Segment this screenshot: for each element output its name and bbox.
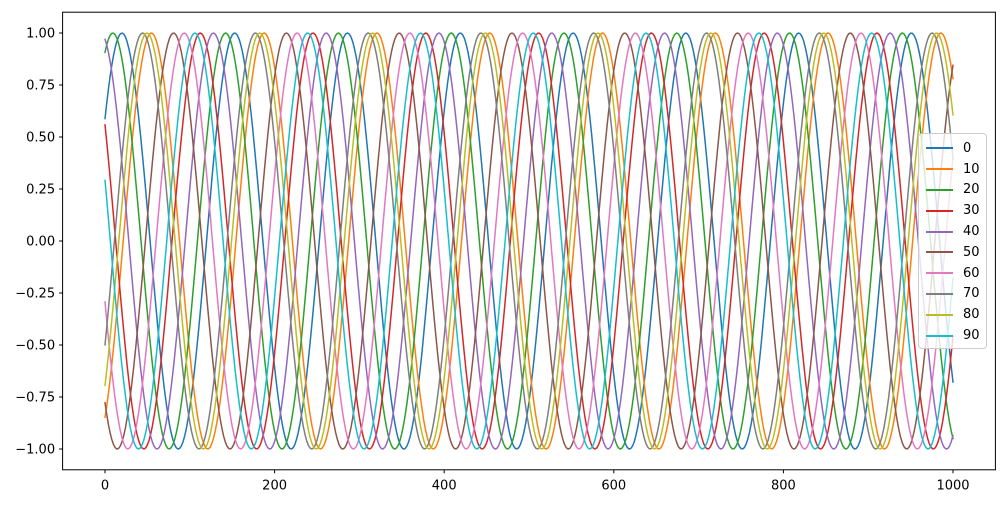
legend: 0 10 20 30 40 50 60 70 (918, 133, 987, 349)
legend-entry: 40 (919, 221, 986, 242)
legend-line-swatch (926, 272, 953, 275)
legend-line-swatch (926, 334, 953, 337)
legend-line-swatch (926, 188, 953, 191)
legend-line-swatch (926, 230, 953, 233)
x-tick-label: 400 (432, 478, 457, 493)
series-line-90 (104, 32, 954, 450)
x-tick-label: 200 (262, 478, 287, 493)
legend-entry-label: 60 (963, 265, 980, 281)
legend-entry: 70 (919, 284, 986, 305)
legend-entry-label: 0 (963, 140, 972, 156)
legend-entry: 20 (919, 180, 986, 201)
legend-entry-label: 20 (963, 182, 980, 198)
legend-line-swatch (926, 313, 953, 316)
series-line-30 (104, 32, 954, 450)
legend-line-swatch (926, 292, 953, 295)
x-tick-label: 1000 (936, 478, 969, 493)
series-line-80 (104, 32, 954, 450)
legend-line-swatch (926, 168, 953, 171)
legend-entry-label: 30 (963, 203, 980, 219)
series-line-10 (104, 32, 954, 450)
series-line-50 (104, 32, 954, 450)
x-tick-label: 800 (771, 478, 796, 493)
legend-entry: 10 (919, 159, 986, 180)
y-tick-label: 0.75 (26, 79, 55, 94)
y-tick-label: 0.25 (26, 183, 55, 198)
y-tick-label: −0.25 (15, 287, 55, 302)
y-tick-label: 1.00 (26, 27, 55, 42)
x-tick-label: 600 (601, 478, 626, 493)
legend-entry-label: 40 (963, 224, 980, 240)
legend-entry-label: 10 (963, 161, 980, 177)
legend-entry: 60 (919, 263, 986, 284)
y-tick-label: −1.00 (15, 443, 55, 458)
legend-line-swatch (926, 147, 953, 150)
legend-entry: 30 (919, 200, 986, 221)
y-tick-label: 0.50 (26, 131, 55, 146)
x-tick-label: 0 (101, 478, 109, 493)
legend-entry: 80 (919, 304, 986, 325)
legend-entry-label: 80 (963, 307, 980, 323)
legend-entry-label: 50 (963, 244, 980, 260)
y-tick-label: 0.00 (26, 235, 55, 250)
legend-entry: 90 (919, 325, 986, 346)
y-tick-label: −0.75 (15, 391, 55, 406)
legend-line-swatch (926, 251, 953, 254)
legend-entry: 50 (919, 242, 986, 263)
series-line-40 (104, 32, 954, 450)
legend-entry: 0 (919, 138, 986, 159)
legend-entry-label: 90 (963, 328, 980, 344)
y-tick-label: −0.50 (15, 339, 55, 354)
series-line-20 (104, 32, 954, 450)
legend-line-swatch (926, 209, 953, 212)
legend-entry-label: 70 (963, 286, 980, 302)
series-line-70 (104, 32, 954, 450)
